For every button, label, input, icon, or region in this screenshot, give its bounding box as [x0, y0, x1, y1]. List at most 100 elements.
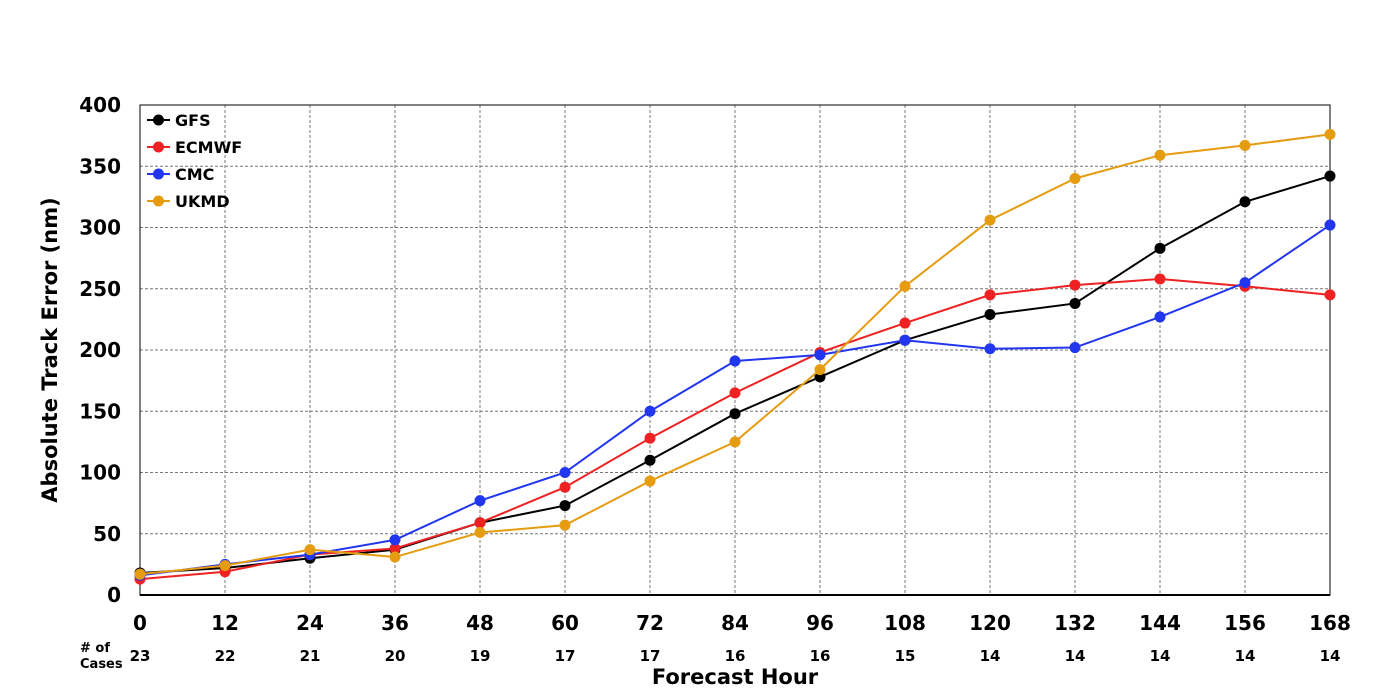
x-tick-label: 48	[466, 611, 494, 635]
data-point-ecmwf	[984, 289, 996, 301]
data-point-ukmd	[134, 568, 146, 580]
case-count: 17	[555, 647, 576, 665]
legend-entry-gfs: GFS	[147, 111, 211, 130]
case-count: 20	[385, 647, 406, 665]
data-point-ecmwf	[729, 387, 741, 399]
case-count: 15	[895, 647, 916, 665]
y-axis-ticks: 0 50 100 150 200 250 300 350 400	[79, 93, 121, 607]
y-tick-label: 300	[79, 216, 121, 240]
data-point-ukmd	[474, 527, 486, 539]
data-point-gfs	[729, 408, 741, 420]
data-point-cmc	[984, 343, 996, 355]
x-axis-ticks: 0 12 24 36 48 60 72 84 96 108 120 132 144 156 168	[133, 611, 1351, 635]
series-group	[134, 128, 1336, 585]
data-point-ukmd	[1069, 173, 1081, 184]
x-tick-label: 72	[636, 611, 664, 635]
case-count: 16	[810, 647, 831, 665]
x-tick-label: 0	[133, 611, 147, 635]
x-tick-label: 96	[806, 611, 834, 635]
x-tick-label: 24	[296, 611, 324, 635]
legend-entry-cmc: CMC	[147, 165, 214, 184]
data-point-gfs	[559, 500, 571, 512]
x-tick-label: 60	[551, 611, 579, 635]
data-point-gfs	[984, 308, 996, 320]
data-point-ukmd	[559, 519, 571, 531]
case-count: 14	[980, 647, 1001, 665]
data-point-ecmwf	[1154, 273, 1166, 285]
data-point-ukmd	[1324, 128, 1336, 140]
x-axis-title: Forecast Hour	[652, 665, 819, 689]
data-point-ukmd	[389, 551, 401, 563]
x-tick-label: 144	[1139, 611, 1181, 635]
legend-marker	[153, 168, 164, 180]
case-count: 14	[1320, 647, 1341, 665]
legend-entry-ukmd: UKMD	[147, 192, 230, 211]
cases-row: 23 22 21 20 19 17 17 16 16 15 14 14 14 14 14	[130, 647, 1341, 665]
x-tick-label: 12	[211, 611, 239, 635]
data-point-ecmwf	[644, 432, 656, 444]
legend-entry-ecmwf: ECMWF	[147, 138, 242, 157]
y-tick-label: 350	[79, 154, 121, 178]
data-point-cmc	[1154, 311, 1166, 323]
case-count: 16	[725, 647, 746, 665]
y-tick-label: 400	[79, 93, 121, 117]
data-point-ecmwf	[474, 517, 486, 529]
data-point-cmc	[814, 349, 826, 361]
data-point-ukmd	[219, 560, 231, 572]
y-tick-label: 100	[79, 461, 121, 485]
data-point-cmc	[474, 495, 486, 507]
data-point-gfs	[1069, 297, 1081, 309]
data-point-ecmwf	[899, 317, 911, 329]
data-point-gfs	[1324, 170, 1336, 182]
series-ukmd	[134, 128, 1336, 580]
legend-marker	[153, 195, 164, 207]
data-point-gfs	[1154, 242, 1166, 254]
data-point-ukmd	[304, 544, 316, 556]
x-tick-label: 120	[969, 611, 1011, 635]
x-tick-label: 168	[1309, 611, 1351, 635]
x-tick-label: 132	[1054, 611, 1096, 635]
data-point-ukmd	[644, 475, 656, 487]
legend-label: CMC	[175, 165, 214, 184]
y-tick-label: 150	[79, 399, 121, 423]
x-tick-label: 156	[1224, 611, 1266, 635]
data-point-gfs	[644, 454, 656, 466]
case-count: 22	[215, 647, 236, 665]
y-tick-label: 50	[93, 522, 121, 546]
y-tick-label: 0	[107, 583, 121, 607]
grid-lines	[140, 105, 1330, 595]
data-point-cmc	[1324, 219, 1336, 231]
case-count: 14	[1235, 647, 1256, 665]
y-axis-title: Absolute Track Error (nm)	[38, 197, 62, 502]
case-count: 23	[130, 647, 151, 665]
x-tick-label: 84	[721, 611, 749, 635]
legend-label: UKMD	[175, 192, 230, 211]
y-tick-label: 250	[79, 277, 121, 301]
data-point-ukmd	[899, 280, 911, 292]
case-count: 19	[470, 647, 491, 665]
x-tick-label: 108	[884, 611, 926, 635]
case-count: 17	[640, 647, 661, 665]
data-point-gfs	[1239, 196, 1251, 208]
x-tick-label: 36	[381, 611, 409, 635]
data-point-ukmd	[984, 214, 996, 226]
y-tick-label: 200	[79, 338, 121, 362]
legend-marker	[153, 114, 164, 126]
data-point-ukmd	[1239, 139, 1251, 151]
legend-label: GFS	[175, 111, 211, 130]
data-point-cmc	[1069, 342, 1081, 354]
data-point-cmc	[729, 355, 741, 367]
data-point-cmc	[899, 334, 911, 346]
case-count: 14	[1150, 647, 1171, 665]
data-point-cmc	[389, 534, 401, 546]
legend-marker	[153, 141, 164, 153]
case-count: 21	[300, 647, 321, 665]
data-point-ecmwf	[1069, 279, 1081, 291]
legend-label: ECMWF	[175, 138, 242, 157]
data-point-ecmwf	[559, 481, 571, 493]
data-point-cmc	[644, 405, 656, 417]
data-point-cmc	[1239, 277, 1251, 289]
data-point-ecmwf	[1324, 289, 1336, 301]
cases-label: # of Cases	[80, 641, 123, 672]
